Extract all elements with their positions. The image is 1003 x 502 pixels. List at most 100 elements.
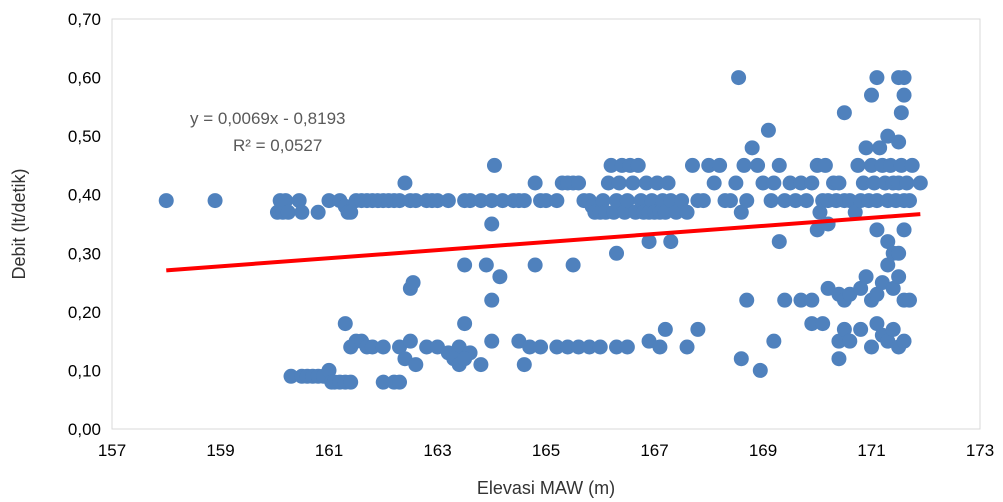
data-point [321, 193, 337, 209]
data-point [793, 175, 809, 191]
data-point [644, 193, 660, 209]
data-point [858, 140, 874, 156]
data-point [712, 157, 728, 173]
data-point [484, 292, 500, 308]
data-point [763, 193, 779, 209]
data-point [739, 292, 755, 308]
data-point [484, 333, 500, 349]
data-point [549, 193, 565, 209]
data-point [847, 204, 863, 220]
data-point [592, 339, 608, 355]
x-axis-title: Elevasi MAW (m) [477, 478, 615, 498]
data-point [766, 333, 782, 349]
data-point [533, 339, 549, 355]
data-point [343, 204, 359, 220]
data-point [283, 368, 299, 384]
data-point [893, 157, 909, 173]
data-point [728, 175, 744, 191]
data-point [804, 316, 820, 332]
y-tick-label: 0,60 [68, 69, 101, 88]
data-point [771, 157, 787, 173]
data-point [495, 193, 511, 209]
data-point [891, 269, 907, 285]
trendline [166, 212, 921, 273]
data-point [611, 175, 627, 191]
x-tick-label: 161 [315, 441, 343, 460]
data-point [538, 193, 554, 209]
data-point [603, 157, 619, 173]
data-point [733, 351, 749, 367]
data-point [885, 280, 901, 296]
data-point [869, 316, 885, 332]
data-points [158, 70, 928, 390]
data-point [402, 333, 418, 349]
x-tick-label: 167 [640, 441, 668, 460]
y-tick-label: 0,70 [68, 10, 101, 29]
data-point [885, 321, 901, 337]
data-point [880, 257, 896, 273]
data-point [788, 193, 804, 209]
data-point [744, 140, 760, 156]
x-tick-label: 165 [532, 441, 560, 460]
y-tick-label: 0,30 [68, 244, 101, 263]
y-axis-tick-labels: 0,00 0,10 0,20 0,30 0,40 0,50 0,60 0,70 [68, 10, 101, 439]
data-point [896, 70, 912, 86]
data-point [484, 216, 500, 232]
data-point [516, 357, 532, 373]
x-tick-label: 157 [98, 441, 126, 460]
data-point [853, 280, 869, 296]
data-point [750, 157, 766, 173]
data-point [869, 222, 885, 238]
data-point [663, 234, 679, 250]
data-point [625, 175, 641, 191]
data-point [853, 321, 869, 337]
y-tick-label: 0,20 [68, 303, 101, 322]
data-point [606, 204, 622, 220]
data-point [752, 362, 768, 378]
data-point [684, 157, 700, 173]
data-point [864, 339, 879, 355]
data-point [617, 204, 633, 220]
data-point [706, 175, 722, 191]
data-point [798, 193, 814, 209]
data-point [679, 204, 695, 220]
x-tick-label: 171 [857, 441, 885, 460]
data-point [457, 316, 473, 332]
trendline-r-squared: R² = 0,0527 [233, 136, 322, 155]
data-point [158, 193, 174, 209]
y-tick-label: 0,00 [68, 420, 101, 439]
data-point [864, 157, 879, 173]
data-point [831, 175, 847, 191]
data-point [777, 292, 793, 308]
data-point [337, 316, 353, 332]
data-point [901, 292, 917, 308]
x-tick-label: 163 [423, 441, 451, 460]
data-point [896, 333, 912, 349]
y-tick-label: 0,50 [68, 127, 101, 146]
data-point [679, 339, 695, 355]
data-point [207, 193, 223, 209]
data-point [771, 234, 787, 250]
data-point [408, 357, 424, 373]
data-point [633, 193, 649, 209]
data-point [869, 70, 885, 86]
data-point [291, 193, 307, 209]
data-point [657, 204, 673, 220]
data-point [755, 175, 771, 191]
data-point [571, 175, 587, 191]
data-point [864, 87, 879, 103]
data-point [478, 257, 494, 273]
data-point [872, 140, 888, 156]
data-point [782, 175, 798, 191]
data-point [440, 193, 456, 209]
data-point [430, 193, 445, 209]
data-point [462, 193, 478, 209]
data-point [392, 374, 408, 390]
data-point [842, 193, 858, 209]
data-point [343, 374, 359, 390]
data-point [375, 339, 391, 355]
data-point [899, 175, 915, 191]
data-point [836, 105, 852, 121]
data-point [321, 362, 337, 378]
